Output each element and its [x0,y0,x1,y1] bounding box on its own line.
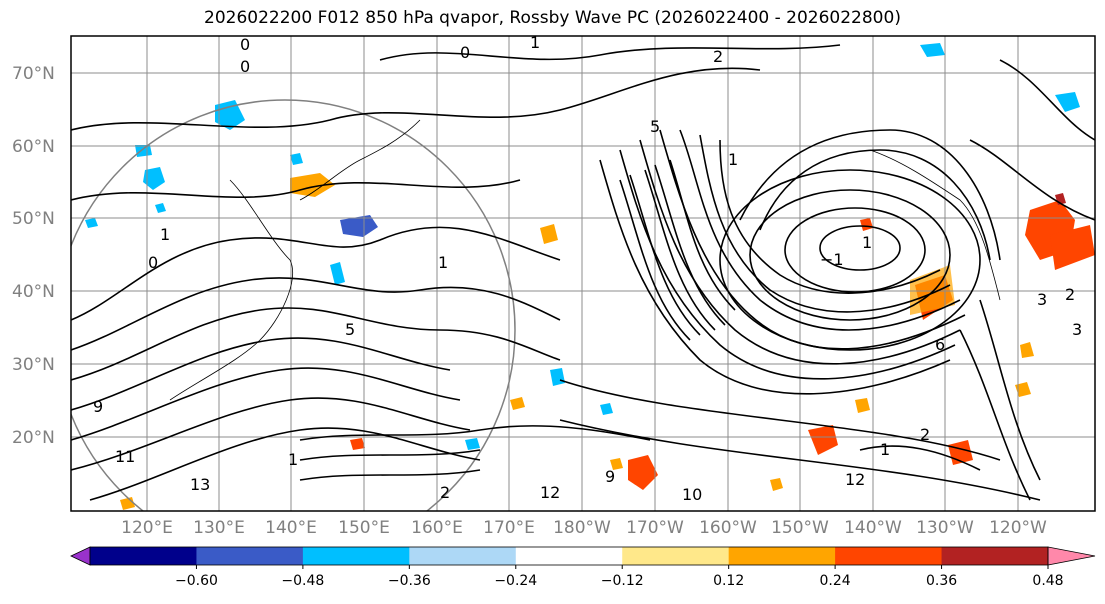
contour-label: 2 [440,483,450,502]
colorbar-frame [89,546,1049,566]
lon-label: 180°W [553,518,611,538]
lon-label: 120°W [989,518,1047,538]
colorbar-tick-label: 0.36 [926,573,957,589]
colorbar-tick-label: −0.24 [494,573,537,589]
contour-label: 1 [530,33,540,52]
contour-lines [71,44,1095,501]
contour-label: 10 [682,485,702,504]
colorbar-segment [728,547,836,565]
colorbar-tick-label: −0.60 [175,573,218,589]
colorbar-tick-label: −0.36 [388,573,431,589]
contour-label: −1 [820,250,844,269]
colorbar-tick-label: −0.48 [281,573,324,589]
colorbar-segment [90,547,197,565]
lon-label: 130°E [193,518,245,538]
lon-label: 140°E [265,518,317,538]
contour-label: 0 [240,35,250,54]
lon-label: 150°E [338,518,390,538]
contour-label: 1 [862,233,872,252]
lon-label: 160°E [411,518,463,538]
contour-label: 9 [93,397,103,416]
contour-label: 2 [920,425,930,444]
contour-labels: 0 0 1 2 5 1 1 0 1 1 −1 0 5 3 2 3 1 2 6 9… [93,33,1082,504]
colorbar-tick-label: −0.12 [601,573,644,589]
colorbar-segment [622,547,730,565]
reference-circle [71,99,516,511]
coastlines [169,119,1001,401]
contour-label: 1 [160,225,170,244]
contour-label: 1 [288,450,298,469]
contour-label: 0 [460,43,470,62]
colorbar [70,546,1096,566]
colorbar-extend-low [70,546,91,566]
contour-label: 2 [713,47,723,66]
colorbar-extend-high [1047,546,1096,566]
contour-label: 3 [1037,290,1047,309]
lon-label: 170°W [626,518,684,538]
contour-label: 9 [605,467,615,486]
lat-label: 70°N [12,64,55,84]
colorbar-segment [409,547,517,565]
contour-label: 6 [935,335,945,354]
lat-label: 20°N [12,428,55,448]
colorbar-segment [515,547,623,565]
colorbar-segment [196,547,304,565]
negative-anomaly-shading [85,43,1080,450]
colorbar-segment [835,547,943,565]
colorbar-tick-label: 0.48 [1032,573,1063,589]
colorbar-segment [302,547,410,565]
longitude-labels: 120°E 130°E 140°E 150°E 160°E 170°E 180°… [121,518,1047,538]
contour-label: 2 [1065,285,1075,304]
lon-label: 140°W [844,518,902,538]
lat-label: 60°N [12,137,55,157]
lon-label: 150°W [771,518,829,538]
contour-label: 1 [728,150,738,169]
contour-label: 12 [845,470,865,489]
contour-label: 12 [540,483,560,502]
map-border [70,35,1096,512]
colorbar-segment [941,547,1049,565]
map-title: 2026022200 F012 850 hPa qvapor, Rossby W… [204,8,901,28]
contour-label: 3 [1072,320,1082,339]
lon-label: 120°E [121,518,173,538]
colorbar-tick-labels: −0.60 −0.48 −0.36 −0.24 −0.12 0.12 0.24 0.36 0.4… [175,565,1064,589]
lon-label: 130°W [916,518,974,538]
contour-label: 11 [115,447,135,466]
lat-label: 50°N [12,209,55,229]
colorbar-tick-label: 0.24 [820,573,851,589]
graticule [71,36,1095,511]
contour-label: 0 [240,57,250,76]
contour-label: 13 [190,475,210,494]
lat-label: 40°N [12,282,55,302]
contour-label: 5 [650,117,660,136]
colorbar-tick-label: 0.12 [713,573,744,589]
lon-label: 170°E [483,518,535,538]
latitude-labels: 70°N 60°N 50°N 40°N 30°N 20°N [12,64,55,448]
lon-label: 160°W [699,518,757,538]
contour-label: 1 [438,253,448,272]
contour-label: 0 [148,253,158,272]
lat-label: 30°N [12,355,55,375]
map-layers: 0 0 1 2 5 1 1 0 1 1 −1 0 5 3 2 3 1 2 6 9… [71,33,1095,511]
contour-label: 1 [880,440,890,459]
contour-label: 5 [345,320,355,339]
